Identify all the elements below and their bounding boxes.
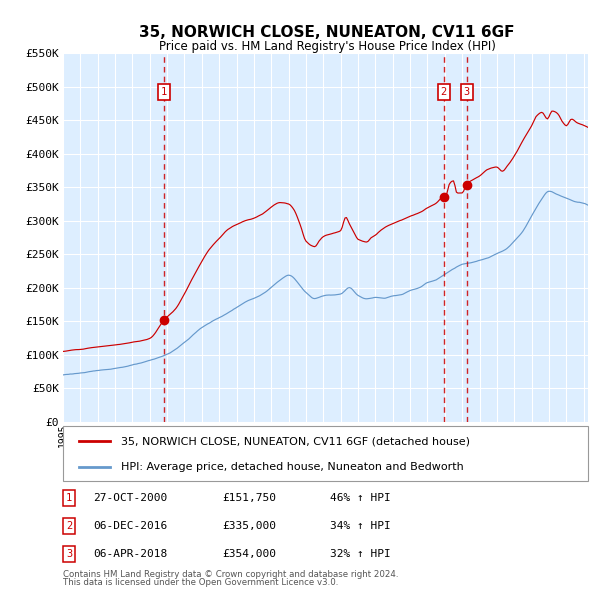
Text: Contains HM Land Registry data © Crown copyright and database right 2024.: Contains HM Land Registry data © Crown c… [63, 570, 398, 579]
Text: 3: 3 [66, 549, 72, 559]
Text: Price paid vs. HM Land Registry's House Price Index (HPI): Price paid vs. HM Land Registry's House … [158, 40, 496, 53]
Text: £335,000: £335,000 [222, 521, 276, 531]
Text: 35, NORWICH CLOSE, NUNEATON, CV11 6GF: 35, NORWICH CLOSE, NUNEATON, CV11 6GF [139, 25, 515, 40]
Text: 06-APR-2018: 06-APR-2018 [93, 549, 167, 559]
Text: 35, NORWICH CLOSE, NUNEATON, CV11 6GF (detached house): 35, NORWICH CLOSE, NUNEATON, CV11 6GF (d… [121, 437, 470, 447]
Text: 46% ↑ HPI: 46% ↑ HPI [330, 493, 391, 503]
FancyBboxPatch shape [63, 426, 588, 481]
Text: This data is licensed under the Open Government Licence v3.0.: This data is licensed under the Open Gov… [63, 578, 338, 587]
Text: 34% ↑ HPI: 34% ↑ HPI [330, 521, 391, 531]
Text: 1: 1 [161, 87, 167, 97]
Text: HPI: Average price, detached house, Nuneaton and Bedworth: HPI: Average price, detached house, Nune… [121, 462, 464, 472]
Text: £151,750: £151,750 [222, 493, 276, 503]
Text: 32% ↑ HPI: 32% ↑ HPI [330, 549, 391, 559]
Text: 2: 2 [440, 87, 447, 97]
Text: 2: 2 [66, 521, 72, 531]
Text: £354,000: £354,000 [222, 549, 276, 559]
Text: 27-OCT-2000: 27-OCT-2000 [93, 493, 167, 503]
Text: 06-DEC-2016: 06-DEC-2016 [93, 521, 167, 531]
Text: 1: 1 [66, 493, 72, 503]
Text: 3: 3 [464, 87, 470, 97]
